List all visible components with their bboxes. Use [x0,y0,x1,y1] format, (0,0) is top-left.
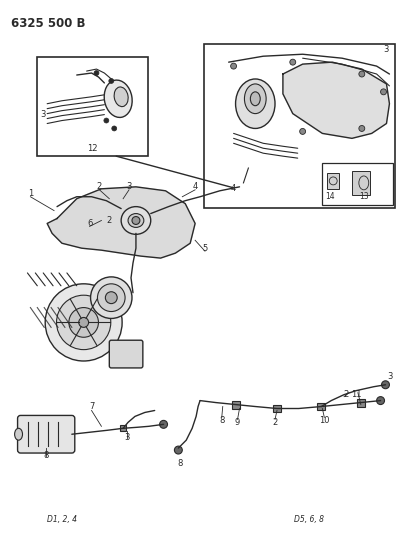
Circle shape [231,63,237,69]
Text: 3: 3 [388,373,393,381]
Text: 10: 10 [319,416,330,425]
Circle shape [104,118,109,123]
Text: 6325 500 B: 6325 500 B [11,17,85,30]
Circle shape [94,70,99,76]
Text: 11: 11 [350,390,361,399]
Bar [273,405,281,413]
Circle shape [359,71,365,77]
Bar [327,173,339,189]
Circle shape [132,216,140,224]
Text: 9: 9 [235,418,240,427]
Ellipse shape [57,295,111,350]
Bar [322,163,393,205]
Ellipse shape [69,308,98,337]
Ellipse shape [121,207,151,235]
Circle shape [359,125,365,132]
Ellipse shape [104,80,132,117]
Ellipse shape [91,277,132,318]
Text: 6: 6 [87,219,92,228]
Ellipse shape [128,214,144,228]
Text: 3: 3 [126,182,132,191]
FancyBboxPatch shape [18,415,75,453]
Text: D5, 6, 8: D5, 6, 8 [294,515,324,524]
Text: 8: 8 [177,459,183,469]
Ellipse shape [45,284,122,361]
Text: 13: 13 [359,192,368,201]
Text: 3: 3 [124,433,130,442]
Bar [120,425,126,431]
Text: 2: 2 [344,390,349,399]
Text: 8: 8 [44,451,49,460]
Text: 4: 4 [193,182,198,191]
Bar [232,401,239,408]
Circle shape [381,89,386,95]
Text: 3: 3 [40,110,46,119]
Ellipse shape [114,87,128,107]
Polygon shape [47,187,195,258]
Text: D1, 2, 4: D1, 2, 4 [47,515,77,524]
Ellipse shape [235,79,275,128]
Text: 12: 12 [87,144,98,153]
Ellipse shape [251,92,260,106]
FancyBboxPatch shape [109,340,143,368]
Text: 2: 2 [106,216,112,225]
Bar [352,171,370,195]
Circle shape [377,397,384,405]
Text: 2: 2 [273,418,278,427]
Ellipse shape [79,318,89,327]
Text: 4: 4 [231,184,236,193]
Bar [37,57,148,156]
Text: 1: 1 [28,189,33,198]
Bar [317,402,325,410]
Text: 8: 8 [219,416,224,425]
Circle shape [174,446,182,454]
Ellipse shape [105,292,117,304]
Text: 2: 2 [97,182,102,191]
Circle shape [160,421,168,429]
Ellipse shape [98,284,125,311]
Text: 3: 3 [384,45,389,54]
Circle shape [290,59,296,65]
Text: 14: 14 [326,192,335,201]
Ellipse shape [15,429,22,440]
Text: 5: 5 [202,244,208,253]
Bar [204,44,395,208]
Circle shape [381,381,390,389]
Polygon shape [283,62,390,139]
Text: 7: 7 [89,401,94,410]
Ellipse shape [244,84,266,114]
Circle shape [300,128,306,134]
Circle shape [112,126,117,131]
Circle shape [109,78,114,84]
Bar [357,399,365,407]
